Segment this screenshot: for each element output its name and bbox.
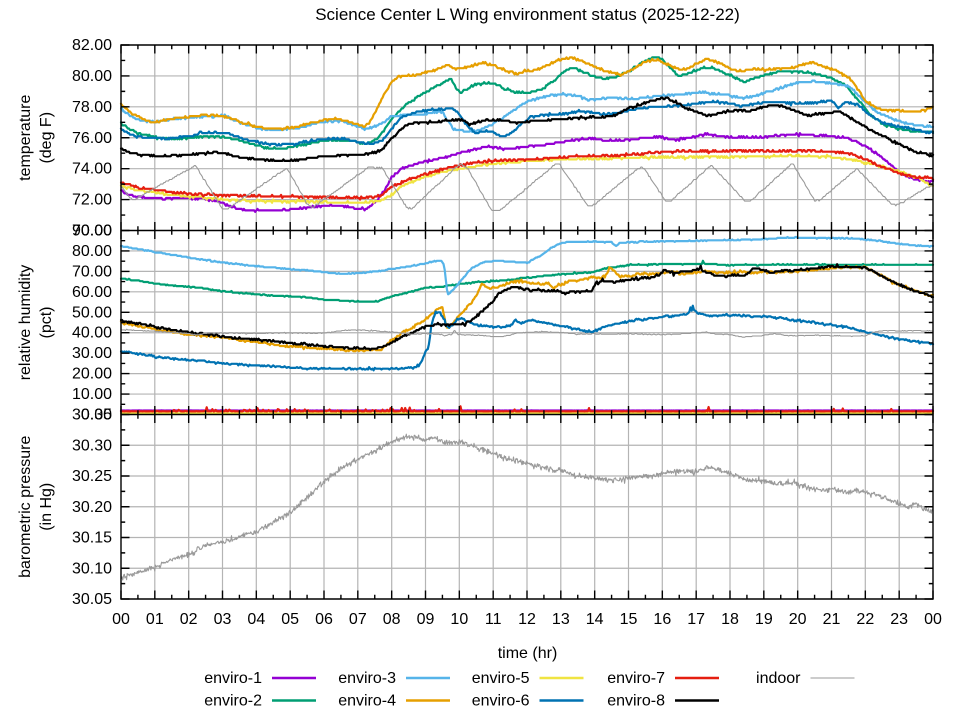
- svg-text:23: 23: [890, 611, 908, 628]
- svg-text:30.15: 30.15: [72, 530, 112, 547]
- svg-text:60.00: 60.00: [72, 284, 112, 301]
- svg-text:80.00: 80.00: [72, 243, 112, 260]
- svg-text:30.05: 30.05: [72, 591, 112, 608]
- svg-text:enviro-2: enviro-2: [204, 693, 262, 710]
- svg-text:enviro-4: enviro-4: [338, 693, 396, 710]
- svg-text:Science Center L Wing environm: Science Center L Wing environment status…: [315, 5, 740, 24]
- svg-text:78.00: 78.00: [72, 99, 112, 116]
- svg-text:temperature: temperature: [17, 95, 34, 181]
- svg-text:02: 02: [180, 611, 198, 628]
- svg-text:07: 07: [349, 611, 367, 628]
- svg-text:20.00: 20.00: [72, 366, 112, 383]
- svg-text:(in Hg): (in Hg): [38, 483, 55, 531]
- svg-text:0.00: 0.00: [81, 407, 112, 424]
- svg-text:barometric pressure: barometric pressure: [17, 436, 34, 578]
- svg-text:14: 14: [586, 611, 604, 628]
- svg-text:indoor: indoor: [756, 670, 801, 687]
- svg-text:16: 16: [653, 611, 671, 628]
- svg-text:21: 21: [823, 611, 841, 628]
- svg-text:30.35: 30.35: [72, 407, 112, 424]
- svg-text:05: 05: [281, 611, 299, 628]
- svg-text:(deg F): (deg F): [38, 112, 55, 164]
- svg-text:30.10: 30.10: [72, 560, 112, 577]
- svg-text:enviro-3: enviro-3: [338, 670, 396, 687]
- svg-text:40.00: 40.00: [72, 325, 112, 342]
- svg-text:11: 11: [485, 611, 502, 628]
- svg-text:enviro-6: enviro-6: [472, 693, 530, 710]
- svg-text:10: 10: [450, 611, 468, 628]
- svg-text:74.00: 74.00: [72, 161, 112, 178]
- svg-text:00: 00: [112, 611, 130, 628]
- svg-text:82.00: 82.00: [72, 37, 112, 54]
- svg-text:00: 00: [924, 611, 942, 628]
- svg-text:enviro-8: enviro-8: [607, 693, 665, 710]
- svg-text:76.00: 76.00: [72, 130, 112, 147]
- svg-text:10.00: 10.00: [72, 386, 112, 403]
- svg-text:(pct): (pct): [38, 307, 55, 339]
- svg-text:enviro-5: enviro-5: [472, 670, 530, 687]
- svg-text:22: 22: [856, 611, 874, 628]
- svg-text:relative humidity: relative humidity: [17, 265, 34, 381]
- svg-text:enviro-1: enviro-1: [204, 670, 262, 687]
- svg-text:03: 03: [214, 611, 232, 628]
- svg-text:30.30: 30.30: [72, 437, 112, 454]
- svg-text:80.00: 80.00: [72, 68, 112, 85]
- svg-text:90.00: 90.00: [72, 223, 112, 240]
- svg-text:18: 18: [721, 611, 739, 628]
- svg-text:12: 12: [518, 611, 536, 628]
- svg-text:70.00: 70.00: [72, 263, 112, 280]
- svg-text:08: 08: [383, 611, 401, 628]
- svg-text:13: 13: [552, 611, 570, 628]
- svg-text:30.25: 30.25: [72, 468, 112, 485]
- svg-text:30.20: 30.20: [72, 499, 112, 516]
- svg-text:20: 20: [789, 611, 807, 628]
- svg-text:70.00: 70.00: [72, 223, 112, 240]
- svg-text:enviro-7: enviro-7: [607, 670, 665, 687]
- svg-text:50.00: 50.00: [72, 304, 112, 321]
- svg-text:01: 01: [146, 611, 164, 628]
- svg-text:04: 04: [247, 611, 265, 628]
- svg-text:15: 15: [620, 611, 638, 628]
- svg-text:72.00: 72.00: [72, 192, 112, 209]
- svg-text:06: 06: [315, 611, 333, 628]
- svg-text:30.00: 30.00: [72, 345, 112, 362]
- svg-text:09: 09: [417, 611, 435, 628]
- svg-text:17: 17: [687, 611, 705, 628]
- svg-text:19: 19: [755, 611, 773, 628]
- svg-text:time (hr): time (hr): [498, 645, 558, 662]
